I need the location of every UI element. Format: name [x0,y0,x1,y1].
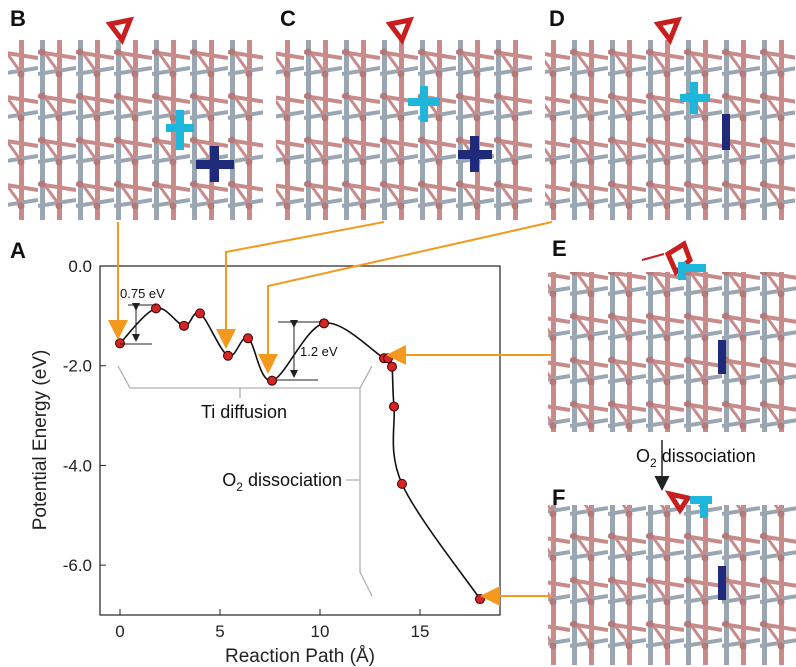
plot-frame [99,265,501,616]
panel-d: D [545,6,795,220]
data-point [243,333,253,344]
ti-atom-navy-f [718,566,726,600]
data-point [223,350,233,361]
barrier-label-1: 0.75 eV [120,286,165,301]
o2-dissociation-label: O2 dissociation [222,470,342,494]
ef-arrow-label: O2 dissociation [636,446,756,470]
data-point [115,338,125,349]
ef-transition: O2 dissociation [636,440,756,491]
y-tick-label: -4.0 [63,456,92,475]
o2-molecule-c [385,16,415,46]
data-point [319,318,329,329]
panel-letter-a: A [10,238,26,263]
energy-curve [119,307,481,600]
x-axis-label: Reaction Path (Å) [225,646,375,667]
panel-c: C [276,6,532,220]
o2-dissociation-bracket: O2 dissociation [222,388,373,597]
x-tick-label: 0 [115,622,124,641]
x-tick-label: 15 [411,622,430,641]
structure-c [276,40,532,220]
ti-diffusion-bracket: Ti diffusion [117,365,373,422]
connector-arrows [108,221,553,606]
x-tick-label: 5 [215,622,224,641]
data-point [397,478,407,489]
panel-letter-b: B [10,6,26,31]
y-axis-ticks: 0.0 -2.0 -4.0 -6.0 [63,257,106,575]
arrow-d-to-a [258,221,553,374]
panel-letter-d: D [549,6,565,31]
ti-atom-navy-d [722,114,730,150]
ti-atom-cyan-b [166,110,194,150]
ti-atom-cyan-d [680,82,710,114]
panel-a-chart: A 0.0 -2.0 -4.0 -6.0 0 5 10 15 Potential Energ… [10,238,501,667]
ti-atom-navy-b [196,146,234,182]
ti-diffusion-label: Ti diffusion [201,402,287,422]
y-tick-label: 0.0 [68,257,92,276]
dissociation-arrow-e [641,253,665,261]
o-atoms-f [664,490,693,515]
ti-atom-cyan-f [690,496,712,518]
x-axis-ticks: 0 5 10 15 [115,609,429,641]
barrier-label-2: 1.2 eV [300,344,338,359]
structure-f [548,505,796,665]
panel-letter-f: F [552,485,565,510]
o2-molecule-d [653,16,683,46]
data-point [267,375,277,386]
data-point [179,320,189,331]
structure-d [545,40,795,220]
y-tick-label: -2.0 [63,357,92,376]
structure-e [548,272,796,432]
arrow-c-to-a [216,221,385,349]
data-point [195,308,205,319]
data-point [151,303,161,314]
panel-letter-e: E [552,236,567,261]
panel-letter-c: C [280,6,296,31]
ti-atom-navy-c [458,136,492,172]
data-point [387,361,397,372]
panel-b: B [8,6,263,220]
panel-e: E [548,236,796,432]
ti-atom-navy-e [718,340,726,374]
o2-molecule-e [664,240,693,277]
y-tick-label: -6.0 [63,556,92,575]
data-point [475,594,485,605]
ti-atom-cyan-c [408,86,440,122]
data-point [389,401,399,412]
o2-molecule-b [105,16,135,46]
ti-atom-cyan-e [678,262,706,280]
panel-f: F [548,485,796,665]
y-axis-label: Potential Energy (eV) [30,350,51,531]
structure-b [8,40,263,220]
x-tick-label: 10 [311,622,330,641]
barrier-annotation-1: 0.75 eV [120,286,165,345]
barrier-annotation-2: 1.2 eV [276,320,338,381]
